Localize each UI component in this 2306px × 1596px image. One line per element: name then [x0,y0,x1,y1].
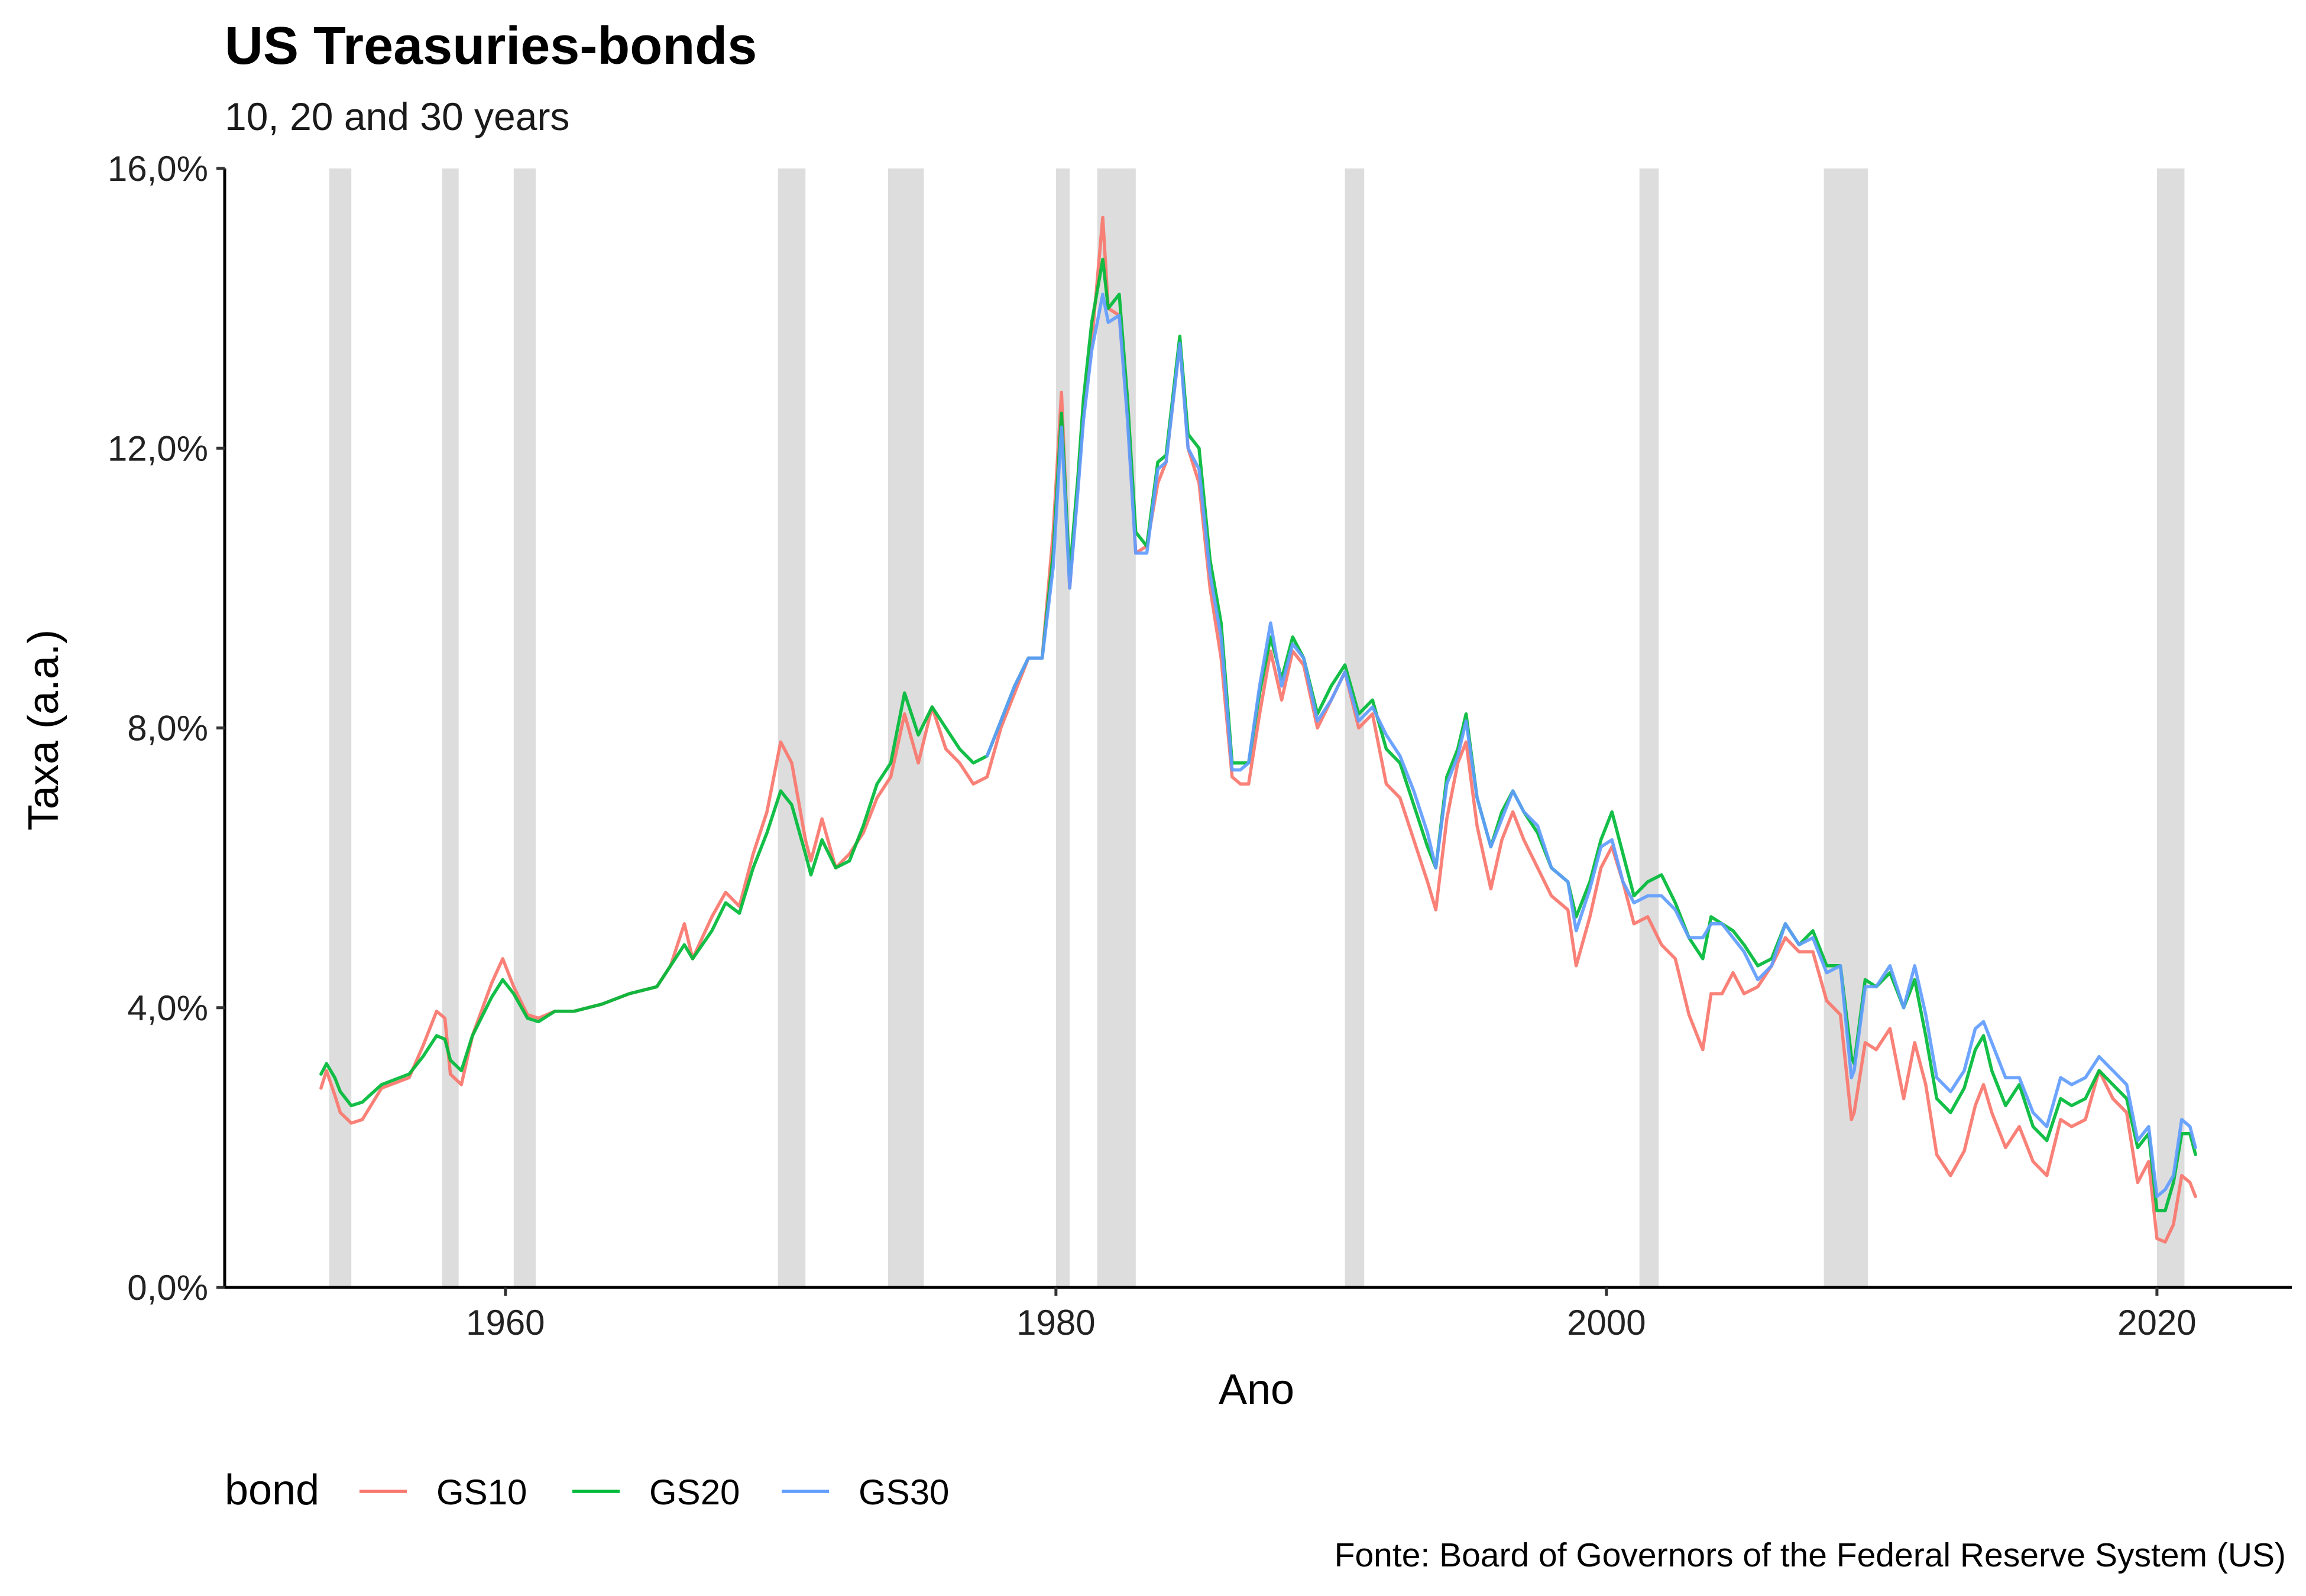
recession-band-5 [1055,168,1070,1287]
series-line-gs30 [985,293,2197,1198]
series-line-gs10 [319,216,2197,1244]
legend-title: bond [225,1467,319,1514]
x-axis-title: Ano [1219,1366,1294,1413]
chart-caption: Fonte: Board of Governors of the Federal… [1335,1536,2286,1574]
y-tick-label: 8,0% [127,709,208,748]
y-tick-label: 0,0% [127,1268,208,1308]
series-lines [319,216,2197,1244]
x-tick-label: 1980 [1016,1303,1095,1342]
recession-band-1 [442,168,459,1287]
series-line-gs20 [319,258,2197,1212]
recession-band-10 [2156,168,2185,1287]
x-tick-label: 2000 [1567,1303,1646,1342]
legend-label-gs10: GS10 [436,1472,527,1512]
y-tick-label: 4,0% [127,988,208,1028]
recession-band-8 [1639,168,1659,1287]
recession-band-3 [778,168,806,1287]
legend: bond GS10 GS20 GS30 [225,1467,949,1514]
recession-band-7 [1345,168,1365,1287]
recession-band-2 [513,168,536,1287]
x-tick-label: 2020 [2117,1303,2196,1342]
legend-label-gs30: GS30 [859,1472,949,1512]
x-tick-label: 1960 [466,1303,545,1342]
chart-subtitle: 10, 20 and 30 years [225,95,569,138]
y-axis-title: Taxa (a.a.) [20,630,67,831]
y-axis-ticks: 0,0% 4,0% 8,0% 12,0% 16,0% [108,149,225,1308]
y-tick-label: 16,0% [108,149,208,189]
recession-band-9 [1824,168,1868,1287]
recession-band-6 [1097,168,1136,1287]
legend-label-gs20: GS20 [649,1472,740,1512]
y-tick-label: 12,0% [108,429,208,468]
x-axis-ticks: 1960 1980 2000 2020 [466,1287,2197,1342]
chart-title: US Treasuries-bonds [225,17,757,76]
recession-band-4 [888,168,924,1287]
recession-bands [329,168,2185,1287]
